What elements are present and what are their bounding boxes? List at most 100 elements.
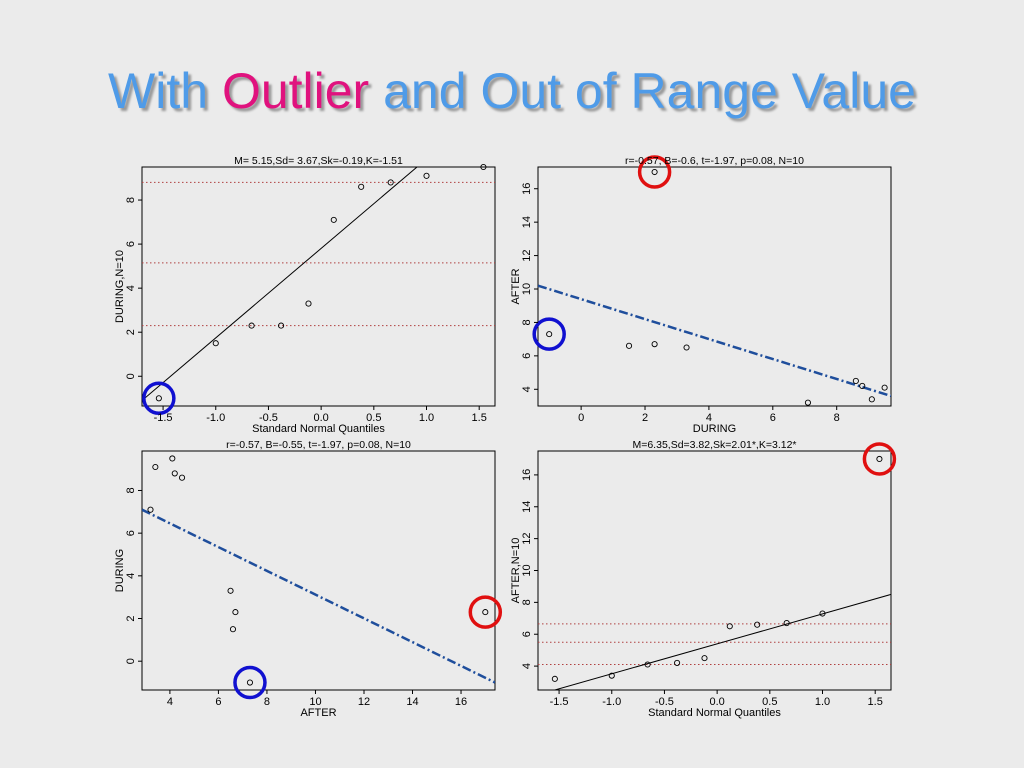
title-word-outlier: Outlier — [221, 63, 370, 119]
data-point — [480, 163, 487, 171]
y-axis-label: AFTER,N=10 — [510, 538, 522, 604]
x-tick-label: 8 — [834, 412, 840, 424]
regression-line — [552, 593, 891, 690]
y-tick-label: 4 — [125, 573, 137, 579]
data-point — [783, 620, 790, 627]
x-tick-label: -0.5 — [259, 412, 278, 424]
data-point — [644, 661, 651, 668]
plot-frame — [141, 450, 496, 691]
x-tick-label: 10 — [309, 696, 321, 708]
y-tick-label: 14 — [521, 501, 533, 513]
data-point — [152, 463, 159, 471]
y-tick-label: 10 — [521, 564, 533, 576]
plot-panel-4: -1.5 -1.0 -0.5 0.0 0.5 1.0 1.5 4 6 8 10 12 14 16 M=6.3… — [510, 439, 897, 719]
x-tick-label: 6 — [215, 696, 221, 708]
y-tick-label: 8 — [521, 319, 533, 325]
data-point — [278, 322, 285, 329]
x-tick-label: -1.5 — [154, 412, 173, 424]
x-tick-label: 16 — [455, 696, 467, 708]
x-tick-label: 4 — [706, 412, 712, 424]
y-tick-label: 0 — [125, 658, 137, 664]
plot-frame — [141, 166, 496, 407]
out-of-range-highlight-circle — [142, 381, 176, 416]
slide-title: With Outlier and Out of Range Value — [0, 62, 1024, 120]
plot-title: M=6.35,Sd=3.82,Sk=2.01*,K=3.12* — [632, 439, 796, 451]
x-tick-label: 1.0 — [419, 412, 434, 424]
data-point — [804, 399, 811, 406]
x-axis-label: DURING — [693, 423, 736, 435]
plot-title: r=-0.57, B=-0.55, t=-1.97, p=0.08, N=10 — [226, 439, 411, 451]
out-of-range-highlight-circle — [233, 665, 267, 700]
y-tick-label: 4 — [521, 663, 533, 669]
data-point — [868, 396, 875, 403]
x-tick-label: -0.5 — [655, 696, 674, 708]
data-point — [651, 168, 658, 176]
title-word-with: With — [108, 63, 209, 119]
data-point — [248, 322, 255, 329]
y-tick-label: 12 — [521, 533, 533, 545]
y-tick-label: 10 — [521, 283, 533, 295]
plot-title: r=-0.57, B=-0.6, t=-1.97, p=0.08, N=10 — [625, 155, 804, 167]
x-axis-label: Standard Normal Quantiles — [252, 423, 385, 435]
y-tick-label: 6 — [521, 631, 533, 637]
x-tick-label: -1.0 — [602, 696, 621, 708]
data-point — [232, 609, 239, 616]
data-point — [212, 340, 219, 347]
x-tick-label: 6 — [770, 412, 776, 424]
x-tick-label: 14 — [406, 696, 418, 708]
y-tick-label: 6 — [521, 353, 533, 359]
plot-frame — [537, 450, 892, 691]
plot-panel-2: 0 2 4 6 8 4 6 8 10 12 14 16 r=-0.57, B=-0.6, t=-1.97… — [510, 155, 892, 435]
data-point — [754, 621, 761, 628]
x-tick-label: 0.0 — [313, 412, 328, 424]
data-point — [169, 455, 176, 462]
y-tick-label: 8 — [521, 599, 533, 605]
y-tick-label: 8 — [125, 197, 137, 203]
data-point — [819, 610, 826, 617]
x-tick-label: -1.0 — [206, 412, 225, 424]
data-point — [859, 382, 866, 389]
y-tick-label: 2 — [125, 329, 137, 335]
data-point — [171, 470, 178, 477]
x-tick-label: 1.5 — [868, 696, 883, 708]
y-tick-label: 0 — [125, 373, 137, 379]
data-point — [155, 395, 162, 402]
data-point — [876, 455, 883, 463]
data-point — [674, 659, 681, 666]
outlier-highlight-circle — [862, 442, 897, 476]
title-word-value: Value — [791, 63, 916, 119]
data-point — [178, 474, 186, 481]
y-tick-label: 16 — [521, 183, 533, 195]
data-point — [726, 623, 733, 630]
y-tick-label: 8 — [125, 487, 137, 493]
regression-line — [142, 167, 418, 401]
data-point — [608, 672, 615, 679]
plot-panel-3: 4 6 8 10 12 14 16 0 2 4 6 8 r=-0.57, B=-0.55, t=-1.9… — [114, 439, 503, 719]
data-point — [701, 655, 708, 662]
x-axis-label: AFTER — [300, 707, 336, 719]
data-point — [147, 506, 154, 513]
y-axis-label: DURING,N=10 — [114, 250, 126, 323]
data-point — [229, 626, 237, 633]
x-tick-label: 1.0 — [815, 696, 830, 708]
data-point — [551, 675, 558, 682]
outlier-highlight-circle — [468, 595, 503, 629]
outlier-highlight-circle — [637, 155, 672, 189]
data-point — [358, 183, 365, 190]
data-point — [651, 341, 658, 348]
regression-line — [538, 284, 891, 398]
data-point — [423, 172, 430, 179]
x-axis-label: Standard Normal Quantiles — [648, 707, 781, 719]
data-point — [227, 587, 234, 594]
data-point — [330, 216, 337, 223]
plot-panel-1: -1.5 -1.0 -0.5 0.0 0.5 1.0 1.5 0 2 4 6 8 M= 5.15,Sd=… — [114, 155, 496, 435]
data-point — [246, 679, 254, 686]
out-of-range-highlight-circle — [532, 317, 566, 351]
y-tick-label: 14 — [521, 216, 533, 228]
x-tick-label: 4 — [167, 696, 173, 708]
data-point — [852, 377, 859, 384]
y-axis-label: AFTER — [510, 268, 522, 304]
y-axis-label: DURING — [114, 549, 126, 592]
x-tick-label: 0 — [578, 412, 584, 424]
